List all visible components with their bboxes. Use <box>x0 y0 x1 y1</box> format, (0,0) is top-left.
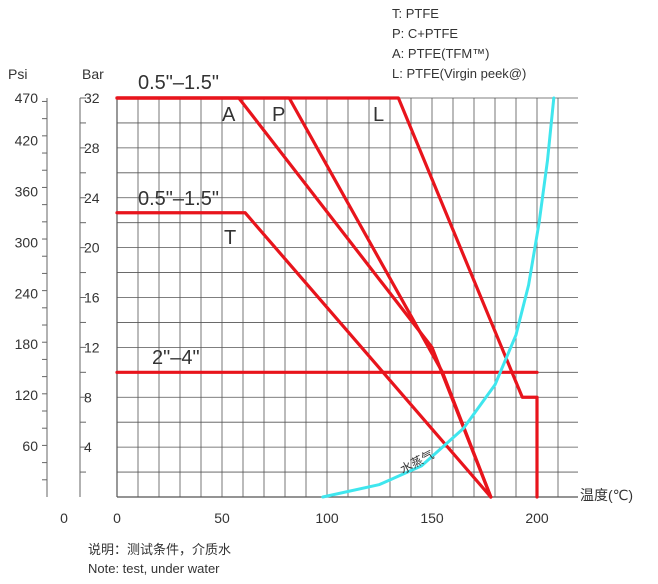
legend-item-p: P: C+PTFE <box>392 26 459 41</box>
legend-item-a: A: PTFE(TFM™) <box>392 46 490 61</box>
curve-label-t: T <box>224 227 236 249</box>
axes: Bar 4 8 12 16 20 24 28 32 Psi 60 120 180 240 300 360 420… <box>8 66 633 526</box>
psi-tick-label: 120 <box>15 387 39 403</box>
curve-label-l: L <box>373 104 384 126</box>
size-label-low: 2"–4" <box>152 347 200 369</box>
bar-tick-label: 32 <box>84 90 100 106</box>
bar-axis-title: Bar <box>82 66 104 82</box>
x-tick-label: 200 <box>525 510 549 526</box>
x-tick-label: 50 <box>214 510 230 526</box>
x-axis-title: 温度(℃) <box>580 487 633 503</box>
psi-tick-label: 240 <box>15 285 39 301</box>
bar-tick-label: 28 <box>84 140 100 156</box>
curve-label-p: P <box>272 104 285 126</box>
size-label-top: 0.5"–1.5" <box>138 72 219 94</box>
legend-item-l: L: PTFE(Virgin peek@) <box>392 66 527 81</box>
legend-item-t: T: PTFE <box>392 6 439 21</box>
x-tick-label: 100 <box>315 510 339 526</box>
bar-tick-label: 4 <box>84 439 92 455</box>
psi-axis-title: Psi <box>8 66 27 82</box>
psi-tick-label: 360 <box>15 183 39 199</box>
grid <box>116 97 578 498</box>
psi-tick-label: 420 <box>15 133 39 149</box>
psi-tick-label: 470 <box>15 90 39 106</box>
bar-tick-label: 24 <box>84 190 100 206</box>
curve-label-a: A <box>222 104 236 126</box>
psi-zero-label: 0 <box>60 510 68 526</box>
bar-tick-label: 8 <box>84 389 92 405</box>
note-english: Note: test, under water <box>88 561 220 576</box>
series-line-t <box>115 211 493 499</box>
test-note: 说明：测试条件，介质水 Note: test, under water <box>88 540 231 578</box>
psi-tick-label: 180 <box>15 336 39 352</box>
size-label-mid: 0.5"–1.5" <box>138 188 219 210</box>
bar-tick-label: 20 <box>84 240 100 256</box>
series-line-steam <box>321 96 556 499</box>
series-line-l <box>115 96 539 499</box>
x-tick-label: 150 <box>420 510 444 526</box>
bar-tick-label: 16 <box>84 290 100 306</box>
psi-tick-label: 300 <box>15 234 39 250</box>
bar-tick-label: 12 <box>84 339 100 355</box>
x-tick-label: 0 <box>113 510 121 526</box>
legend: T: PTFE P: C+PTFE A: PTFE(TFM™) L: PTFE(… <box>392 4 526 84</box>
note-chinese: 说明：测试条件，介质水 <box>88 542 232 557</box>
series <box>115 96 556 499</box>
psi-tick-label: 60 <box>22 438 38 454</box>
